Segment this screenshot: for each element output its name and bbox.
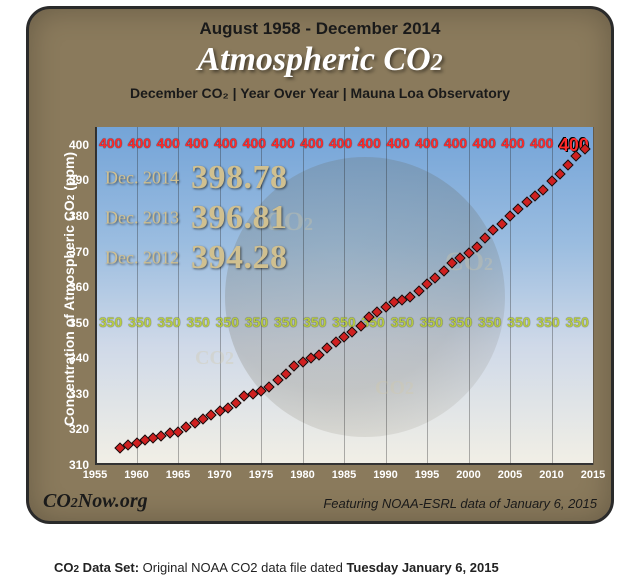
callout-2013: Dec. 2013 396.81 [105, 199, 287, 237]
x-tick: 2010 [539, 465, 563, 481]
x-tick: 1970 [207, 465, 231, 481]
y-tick: 390 [69, 173, 95, 187]
y-tick: 400 [69, 138, 95, 152]
title-text: Atmospheric C [197, 41, 406, 78]
x-tick: 1965 [166, 465, 190, 481]
gridline [95, 127, 96, 465]
brand-label: CO2Now.org [43, 490, 148, 513]
gridline [510, 127, 511, 465]
callout-2012: Dec. 2012 394.28 [105, 239, 287, 277]
chart-title: Atmospheric CO2 [29, 41, 611, 79]
gridline [593, 127, 594, 465]
x-tick: 1985 [332, 465, 356, 481]
chart-subtitle: December CO₂ | Year Over Year | Mauna Lo… [29, 85, 611, 101]
y-tick: 320 [69, 422, 95, 436]
gridline [469, 127, 470, 465]
reference-400: 4004004004004004004004004004004004004004… [99, 135, 589, 156]
x-tick: 1960 [124, 465, 148, 481]
x-tick: 1975 [249, 465, 273, 481]
y-tick: 380 [69, 209, 95, 223]
y-tick: 370 [69, 245, 95, 259]
title-o: O [406, 41, 431, 78]
date-range: August 1958 - December 2014 [29, 19, 611, 39]
y-tick: 360 [69, 280, 95, 294]
chart-card: August 1958 - December 2014 Atmospheric … [26, 6, 614, 524]
x-tick: 1955 [83, 465, 107, 481]
gridline [344, 127, 345, 465]
y-tick: 330 [69, 387, 95, 401]
x-tick: 2000 [456, 465, 480, 481]
caption: CO2 Data Set: Original NOAA CO2 data fil… [54, 560, 499, 575]
plot-area: CO2 CO2 CO2 CO2 310320330340350360370380… [95, 127, 593, 465]
x-tick: 1995 [415, 465, 439, 481]
reference-350: 3503503503503503503503503503503503503503… [99, 314, 589, 330]
y-tick: 340 [69, 351, 95, 365]
gridline [427, 127, 428, 465]
gridline [303, 127, 304, 465]
y-tick: 350 [69, 316, 95, 330]
x-tick: 1990 [373, 465, 397, 481]
credit-label: Featuring NOAA-ESRL data of January 6, 2… [323, 496, 597, 511]
x-tick: 2015 [581, 465, 605, 481]
gridline [386, 127, 387, 465]
x-tick: 1980 [290, 465, 314, 481]
title-sub2: 2 [431, 50, 443, 76]
callout-2014: Dec. 2014 398.78 [105, 159, 287, 197]
x-tick: 2005 [498, 465, 522, 481]
